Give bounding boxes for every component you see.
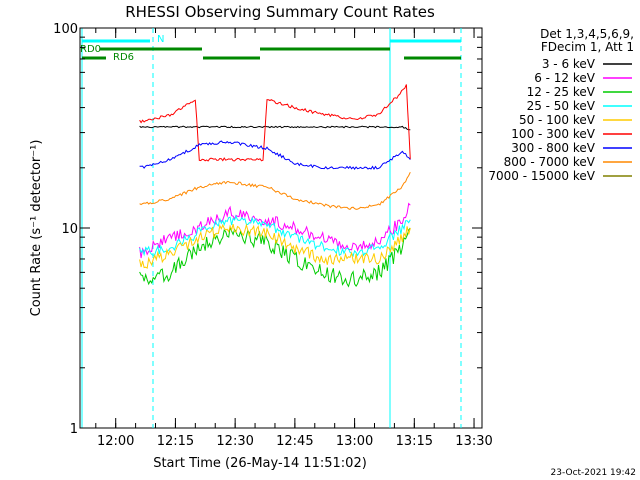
series-lines: [139, 84, 411, 288]
legend-entry-label: 100 - 300 keV: [511, 127, 595, 141]
x-tick-label: 12:15: [157, 434, 194, 449]
legend-entry-label: 800 - 7000 keV: [504, 155, 596, 169]
rd6-label: RD6: [113, 52, 134, 63]
legend-entry-label: 50 - 100 keV: [519, 113, 596, 127]
plot-area: [79, 27, 483, 429]
series-line: [139, 171, 411, 210]
legend-entry-label: 7000 - 15000 keV: [488, 169, 595, 183]
plot-frame: [79, 27, 483, 429]
y-ticks: 1 10 100: [53, 22, 482, 437]
chart-title: RHESSI Observing Summary Count Rates: [125, 3, 435, 21]
x-tick-label: 13:15: [396, 434, 433, 449]
legend-entry-label: 12 - 25 keV: [527, 85, 596, 99]
series-line: [139, 214, 411, 258]
x-axis-label: Start Time (26-May-14 11:51:02): [153, 456, 367, 471]
legend: Det 1,3,4,5,6,9,FDecim 1, Att 1 3 - 6 keV…: [488, 27, 634, 183]
y-axis-label: Count Rate (s⁻¹ detector⁻¹): [29, 140, 44, 317]
series-line: [139, 125, 411, 131]
series-line: [139, 225, 411, 288]
legend-entry-label: 300 - 800 keV: [511, 141, 595, 155]
series-line: [139, 223, 411, 269]
x-tick-label: 12:00: [97, 434, 134, 449]
footer-date: 23-Oct-2021 19:42: [551, 468, 636, 478]
y-tick-label: 1: [70, 422, 78, 437]
x-tick-label: 12:30: [216, 434, 253, 449]
attenuator-label: N: [157, 34, 164, 45]
y-tick-label: 100: [53, 22, 78, 37]
x-tick-label: 13:00: [336, 434, 373, 449]
x-tick-label: 13:30: [455, 434, 492, 449]
rd0-label: RD0: [80, 44, 101, 55]
legend-header: FDecim 1, Att 1: [541, 40, 634, 54]
series-line: [139, 84, 411, 162]
annotation-lines: [81, 28, 462, 428]
x-ticks: 12:00 12:15 12:30 12:45 13:00 13:15 13:30: [95, 28, 493, 449]
legend-entry-label: 3 - 6 keV: [542, 57, 596, 71]
annotation-text: N RD0 RD6: [80, 34, 164, 63]
x-tick-label: 12:45: [276, 434, 313, 449]
y-tick-label: 10: [61, 222, 78, 237]
legend-header: Det 1,3,4,5,6,9,: [540, 27, 634, 41]
legend-entry-label: 6 - 12 keV: [534, 71, 596, 85]
series-line: [139, 140, 411, 170]
legend-entry-label: 25 - 50 keV: [527, 99, 596, 113]
